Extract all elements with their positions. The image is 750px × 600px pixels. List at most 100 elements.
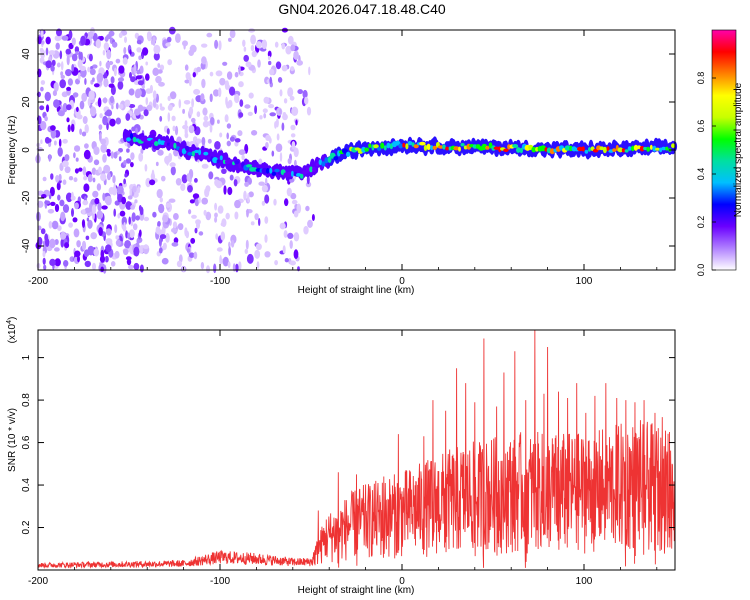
ridge-peak: [493, 146, 500, 150]
ridge-peak: [584, 149, 589, 154]
noise-blob: [156, 188, 163, 199]
noise-blob: [93, 248, 100, 257]
noise-blob: [145, 97, 149, 106]
noise-blob: [44, 115, 48, 122]
noise-blob: [92, 177, 96, 183]
noise-blob: [264, 194, 270, 204]
noise-blob: [145, 73, 150, 81]
noise-blob: [44, 91, 51, 102]
noise-blob: [74, 145, 81, 152]
noise-blob: [289, 95, 295, 101]
noise-blob: [265, 177, 268, 185]
noise-blob: [112, 175, 116, 184]
snr-y-tick-label: 0.2: [21, 520, 32, 534]
noise-blob: [79, 128, 82, 135]
noise-blob: [290, 66, 295, 72]
noise-blob: [164, 155, 171, 165]
snr-scale-factor: (x104): [6, 317, 18, 344]
snr-x-tick-label: -100: [210, 576, 230, 587]
noise-blob: [175, 178, 182, 186]
noise-blob: [53, 99, 60, 108]
ridge-peak: [191, 150, 195, 157]
noise-blob: [161, 175, 166, 182]
noise-blob: [242, 39, 246, 47]
noise-blob: [262, 108, 268, 113]
noise-blob: [102, 264, 107, 274]
ridge-peak: [380, 142, 385, 149]
noise-blob: [56, 182, 61, 191]
noise-blob: [149, 84, 153, 94]
noise-blob: [214, 216, 218, 223]
ridge-peak: [503, 148, 509, 152]
ridge-peak: [649, 144, 653, 150]
noise-blob: [121, 216, 128, 226]
noise-blob: [103, 78, 109, 88]
noise-blob: [121, 196, 127, 205]
noise-blob: [68, 176, 74, 181]
noise-blob: [226, 71, 233, 80]
noise-blob: [269, 68, 275, 76]
noise-blob: [96, 183, 102, 191]
noise-blob: [153, 52, 160, 61]
noise-blob: [143, 109, 149, 117]
spectrogram-y-tick-label: 0: [21, 147, 32, 153]
ridge-peak: [592, 148, 599, 153]
noise-blob: [123, 160, 127, 166]
noise-blob: [246, 208, 249, 218]
noise-blob: [97, 97, 102, 108]
ridge-peak: [612, 148, 617, 152]
noise-blob: [64, 166, 71, 174]
noise-blob: [228, 246, 232, 256]
noise-blob: [303, 225, 309, 235]
ridge-peak: [274, 168, 280, 173]
noise-blob: [92, 64, 98, 69]
noise-blob: [102, 49, 106, 56]
noise-blob: [159, 115, 163, 122]
noise-blob: [173, 213, 179, 220]
noise-blob: [129, 72, 132, 79]
noise-blob: [165, 233, 170, 243]
noise-blob: [248, 191, 254, 198]
noise-blob: [40, 28, 44, 38]
noise-blob: [186, 248, 191, 253]
ridge-peak: [315, 162, 319, 166]
noise-blob: [99, 35, 104, 41]
noise-blob: [159, 234, 167, 240]
noise-blob: [206, 32, 213, 38]
noise-blob: [244, 181, 250, 187]
noise-blob: [184, 132, 189, 139]
noise-blob: [113, 67, 117, 77]
noise-blob: [291, 106, 299, 117]
noise-blob: [185, 230, 190, 239]
noise-blob: [247, 111, 253, 116]
ridge-peak: [488, 142, 493, 149]
noise-blob: [181, 174, 188, 184]
noise-blob: [52, 90, 58, 97]
noise-blob: [71, 37, 76, 46]
noise-blob: [60, 61, 64, 71]
noise-blob: [71, 53, 78, 62]
ridge-peak: [198, 149, 202, 156]
ridge-peak: [361, 146, 366, 153]
colorbar-tick-label: 0.0: [696, 264, 706, 277]
noise-blob: [73, 152, 76, 159]
noise-blob: [68, 222, 73, 228]
noise-blob: [90, 200, 95, 205]
noise-blob: [84, 260, 92, 268]
noise-blob: [144, 164, 148, 172]
noise-blob: [226, 140, 231, 147]
noise-blob: [117, 213, 121, 219]
noise-blob: [291, 199, 298, 205]
noise-blob: [124, 36, 127, 43]
noise-blob: [105, 244, 112, 253]
noise-blob: [254, 213, 259, 221]
noise-blob: [188, 76, 192, 87]
ridge-peak: [309, 166, 313, 173]
noise-blob: [55, 175, 60, 183]
noise-blob: [71, 191, 74, 200]
noise-blob: [113, 182, 116, 193]
noise-blob: [165, 42, 171, 47]
ridge-peak: [407, 141, 413, 146]
colorbar-tick-label: 0.6: [696, 120, 706, 133]
